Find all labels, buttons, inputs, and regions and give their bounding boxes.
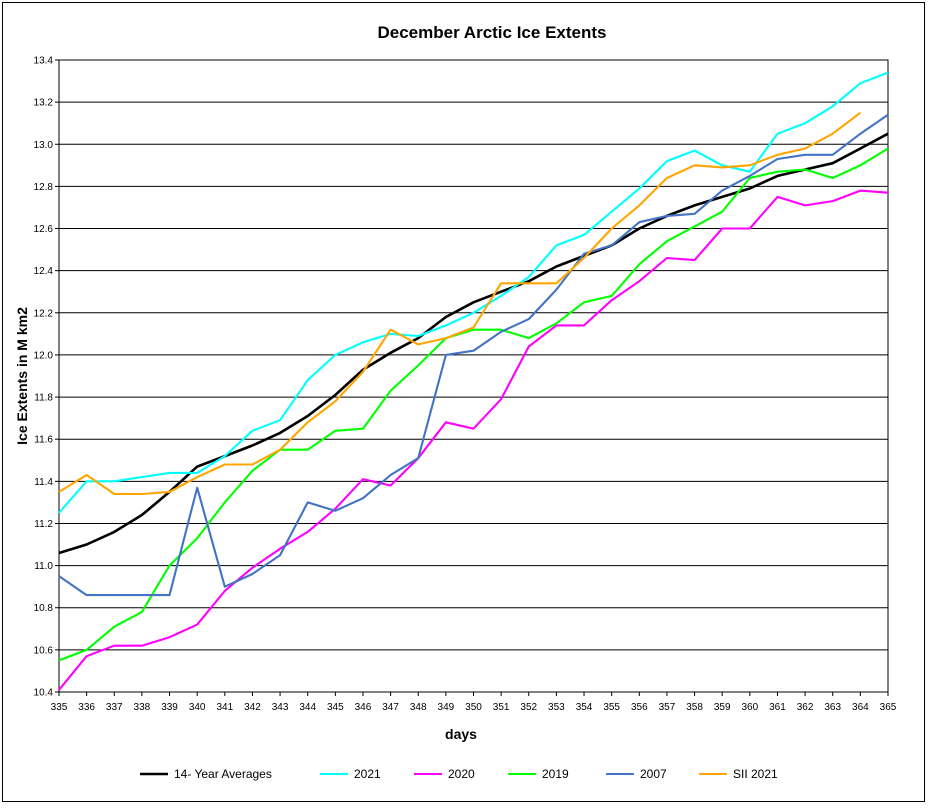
x-tick-label: 359 — [714, 702, 731, 713]
plot-area — [58, 59, 889, 693]
x-tick-label: 337 — [106, 702, 123, 713]
y-tick-label: 13.4 — [34, 56, 54, 67]
legend-label: 2020 — [448, 767, 475, 781]
y-tick-label: 11.2 — [34, 519, 53, 530]
x-tick-label: 357 — [659, 702, 676, 713]
y-tick-label: 11.8 — [34, 393, 53, 404]
y-tick-label: 12.8 — [34, 182, 54, 193]
series-lines — [58, 71, 889, 691]
legend: 14- Year Averages 2021 2020 2019 2007 SII 202… — [140, 767, 778, 781]
x-tick-label: 335 — [51, 702, 68, 713]
series-line-2007 — [58, 113, 889, 597]
legend-item-sii-2021: SII 2021 — [699, 767, 778, 781]
series-line-2021 — [58, 71, 889, 514]
x-tick-label: 347 — [382, 702, 399, 713]
legend-label: 2021 — [354, 767, 381, 781]
x-tick-label: 358 — [686, 702, 703, 713]
legend-item-2021: 2021 — [320, 767, 381, 781]
x-tick-label: 365 — [880, 702, 897, 713]
x-tick-label: 345 — [327, 702, 344, 713]
y-tick-label: 10.8 — [34, 603, 54, 614]
chart-title: December Arctic Ice Extents — [378, 23, 607, 42]
y-tick-label: 12.4 — [34, 266, 54, 277]
y-tick-label: 12.0 — [34, 350, 54, 361]
x-tick-label: 338 — [134, 702, 151, 713]
legend-item-14-year-averages: 14- Year Averages — [140, 767, 272, 781]
y-tick-label: 13.0 — [34, 140, 54, 151]
x-tick-label: 363 — [824, 702, 841, 713]
y-tick-label: 13.2 — [34, 98, 54, 109]
x-tick-label: 349 — [438, 702, 455, 713]
line-chart: December Arctic Ice Extents 10.4 10.6 10.8… — [14, 23, 897, 781]
legend-label: 14- Year Averages — [174, 767, 272, 781]
legend-item-2020: 2020 — [414, 767, 475, 781]
legend-label: 2019 — [542, 767, 569, 781]
series-line-sii-2021 — [58, 111, 862, 496]
x-tick-label: 353 — [548, 702, 565, 713]
y-tick-label: 11.6 — [34, 435, 53, 446]
legend-item-2007: 2007 — [606, 767, 667, 781]
x-tick-label: 352 — [520, 702, 537, 713]
legend-label: SII 2021 — [733, 767, 778, 781]
y-axis-label: Ice Extents in M km2 — [14, 307, 30, 445]
x-tick-label: 344 — [299, 702, 316, 713]
x-tick-label: 341 — [216, 702, 233, 713]
y-tick-label: 12.2 — [34, 308, 54, 319]
y-tick-labels: 10.4 10.6 10.8 11.0 11.2 11.4 11.6 11.8 12.0 12.2… — [34, 56, 59, 699]
series-line-2020 — [58, 189, 889, 691]
x-tick-label: 361 — [769, 702, 786, 713]
y-tick-label: 10.6 — [34, 645, 54, 656]
x-tick-label: 355 — [603, 702, 620, 713]
x-tick-label: 340 — [189, 702, 206, 713]
x-tick-label: 346 — [355, 702, 372, 713]
x-tick-label: 354 — [576, 702, 593, 713]
x-tick-label: 360 — [741, 702, 758, 713]
x-tick-label: 364 — [852, 702, 869, 713]
x-tick-labels: 335 336 337 338 339 340 341 342 343 344 345 346 347 3… — [51, 692, 897, 713]
x-axis-label: days — [445, 726, 477, 742]
x-tick-label: 342 — [244, 702, 261, 713]
x-tick-label: 350 — [465, 702, 482, 713]
gridlines — [59, 101, 888, 651]
y-tick-label: 11.4 — [34, 477, 53, 488]
x-tick-label: 362 — [797, 702, 814, 713]
x-tick-label: 348 — [410, 702, 427, 713]
legend-item-2019: 2019 — [508, 767, 569, 781]
legend-label: 2007 — [640, 767, 667, 781]
x-tick-label: 336 — [78, 702, 95, 713]
x-tick-label: 343 — [272, 702, 289, 713]
y-tick-label: 11.0 — [34, 561, 53, 572]
x-tick-label: 339 — [161, 702, 178, 713]
x-tick-label: 356 — [631, 702, 648, 713]
series-line-14-year-averages — [58, 132, 889, 555]
y-tick-label: 12.6 — [34, 224, 54, 235]
y-tick-label: 10.4 — [34, 688, 54, 699]
series-line-2019 — [58, 147, 889, 662]
x-tick-label: 351 — [493, 702, 510, 713]
